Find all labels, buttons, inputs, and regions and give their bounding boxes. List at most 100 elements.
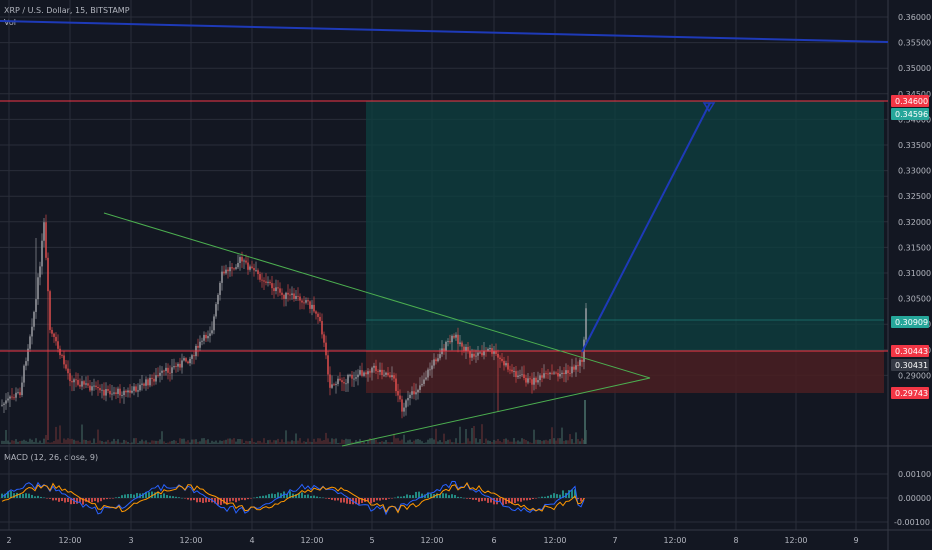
volume-bar [443, 433, 445, 444]
volume-bar [567, 440, 569, 444]
volume-bar [409, 439, 411, 444]
volume-bar [571, 439, 573, 444]
macd-histogram-bar [145, 491, 147, 498]
drawing-tools[interactable] [0, 20, 889, 447]
candle-body [295, 295, 297, 299]
candle-body [309, 301, 311, 309]
candle-body [343, 382, 345, 384]
macd-histogram-bar [412, 495, 414, 498]
macd-histogram-bar [190, 498, 192, 501]
position-zones [366, 101, 884, 393]
candle-body [211, 330, 213, 334]
macd-histogram-bar [511, 498, 513, 504]
candle-body [99, 388, 101, 391]
volume-bar [153, 440, 155, 444]
volume-bar [355, 440, 357, 444]
candle-body [265, 281, 267, 283]
candle-body [3, 403, 5, 405]
candle-body [127, 390, 129, 393]
candle-body [335, 383, 337, 385]
volume-bar [319, 438, 321, 444]
candle-body [219, 282, 221, 295]
candle-body [299, 296, 301, 301]
candle-body [547, 373, 549, 375]
candle-body [453, 335, 455, 338]
volume-bar [503, 438, 505, 444]
macd-histogram-bar [337, 498, 339, 501]
volume-bar [335, 438, 337, 444]
candle-body [433, 359, 435, 366]
candle-body [173, 366, 175, 368]
volume-bar [157, 440, 159, 444]
volume-bar [317, 438, 319, 444]
candle-body [43, 222, 45, 241]
candle-body [417, 389, 419, 393]
volume-bar [563, 440, 565, 444]
volume-bar [197, 441, 199, 444]
volume-bar [279, 442, 281, 444]
candle-body [493, 350, 495, 354]
macd-histogram-bar [121, 495, 123, 498]
macd-histogram-bar [451, 494, 453, 498]
volume-bar [435, 428, 437, 444]
volume-bar [451, 442, 453, 444]
volume-bar [189, 442, 191, 444]
candle-body [555, 372, 557, 374]
volume-bar [245, 440, 247, 444]
candle-body [503, 360, 505, 366]
macd-histogram-bar [580, 498, 582, 502]
macd-histogram-bar [22, 493, 24, 498]
candle-body [379, 369, 381, 372]
macd-histogram-bar [13, 493, 15, 498]
time-axis-tick-label: 9 [853, 536, 858, 545]
time-axis-tick-label: 12:00 [179, 536, 202, 545]
candle-body [477, 352, 479, 356]
projection-arrow-head [702, 102, 716, 113]
macd-histogram-bar [331, 498, 333, 500]
candle-body [539, 375, 541, 381]
candle-body [297, 295, 299, 297]
macd-histogram-bar [259, 496, 261, 498]
macd-histogram-bar [214, 498, 216, 504]
volume-bar [155, 440, 157, 444]
volume-bar [491, 442, 493, 444]
volume-bar [577, 439, 579, 444]
volume-bar [437, 441, 439, 444]
macd-histogram-bar [328, 498, 330, 499]
candle-body [13, 397, 15, 399]
macd-histogram-bar [436, 493, 438, 498]
volume-bar [345, 438, 347, 444]
candle-body [269, 281, 271, 284]
candle-body [419, 385, 421, 390]
volume-indicator-label[interactable]: Vol [4, 18, 16, 27]
volume-bar [47, 442, 49, 444]
volume-bar [235, 441, 237, 444]
volume-bar [31, 439, 33, 444]
candle-body [213, 316, 215, 331]
macd-indicator-label[interactable]: MACD (12, 26, close, 9) [4, 453, 99, 462]
macd-histogram-bar [193, 498, 195, 501]
candle-body [519, 374, 521, 376]
macd-histogram-bar [346, 498, 348, 504]
candle-body [185, 358, 187, 362]
macd-histogram-bar [232, 498, 234, 501]
volume-bar [315, 441, 317, 444]
candle-body [461, 342, 463, 347]
macd-histogram-bar [10, 491, 12, 498]
macd-histogram-bar [484, 498, 486, 501]
volume-bar [233, 438, 235, 444]
macd-histogram-bar [361, 498, 363, 504]
macd-histogram-bar [499, 498, 501, 502]
macd-histogram-bar [31, 494, 33, 498]
candle-body [193, 355, 195, 357]
volume-bar [119, 442, 121, 444]
time-axis-tick-label: 7 [612, 536, 617, 545]
price-axis-tick-label: 0.29000 [898, 371, 931, 380]
candle-body [471, 353, 473, 358]
macd-histogram-bar [82, 498, 84, 505]
volume-bar [441, 442, 443, 444]
candle-body [499, 357, 501, 359]
candle-body [357, 374, 359, 378]
volume-bar [149, 442, 151, 444]
